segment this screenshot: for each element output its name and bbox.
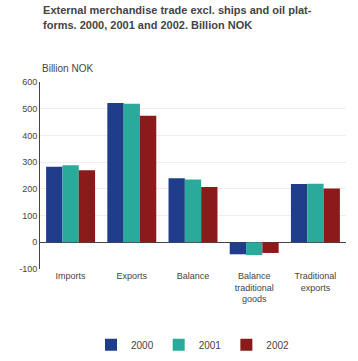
svg-text:200: 200 [22, 184, 37, 194]
svg-text:0: 0 [32, 237, 37, 247]
svg-text:100: 100 [22, 211, 37, 221]
svg-text:Balance: Balance [177, 271, 210, 281]
svg-text:Exports: Exports [117, 271, 148, 281]
svg-text:2002: 2002 [266, 340, 289, 351]
svg-text:400: 400 [22, 131, 37, 141]
svg-text:Traditionalexports: Traditionalexports [295, 271, 337, 293]
svg-text:Imports: Imports [56, 271, 87, 281]
svg-text:Balancetraditionalgoods: Balancetraditionalgoods [235, 271, 274, 304]
svg-text:Billion NOK: Billion NOK [42, 63, 93, 74]
svg-text:External merchandise trade exc: External merchandise trade excl. ships a… [43, 4, 312, 30]
svg-text:600: 600 [22, 77, 37, 87]
svg-text:2001: 2001 [199, 340, 222, 351]
svg-text:500: 500 [22, 104, 37, 114]
svg-text:2000: 2000 [131, 340, 154, 351]
svg-text:300: 300 [22, 157, 37, 167]
svg-text:-100: -100 [19, 264, 37, 274]
